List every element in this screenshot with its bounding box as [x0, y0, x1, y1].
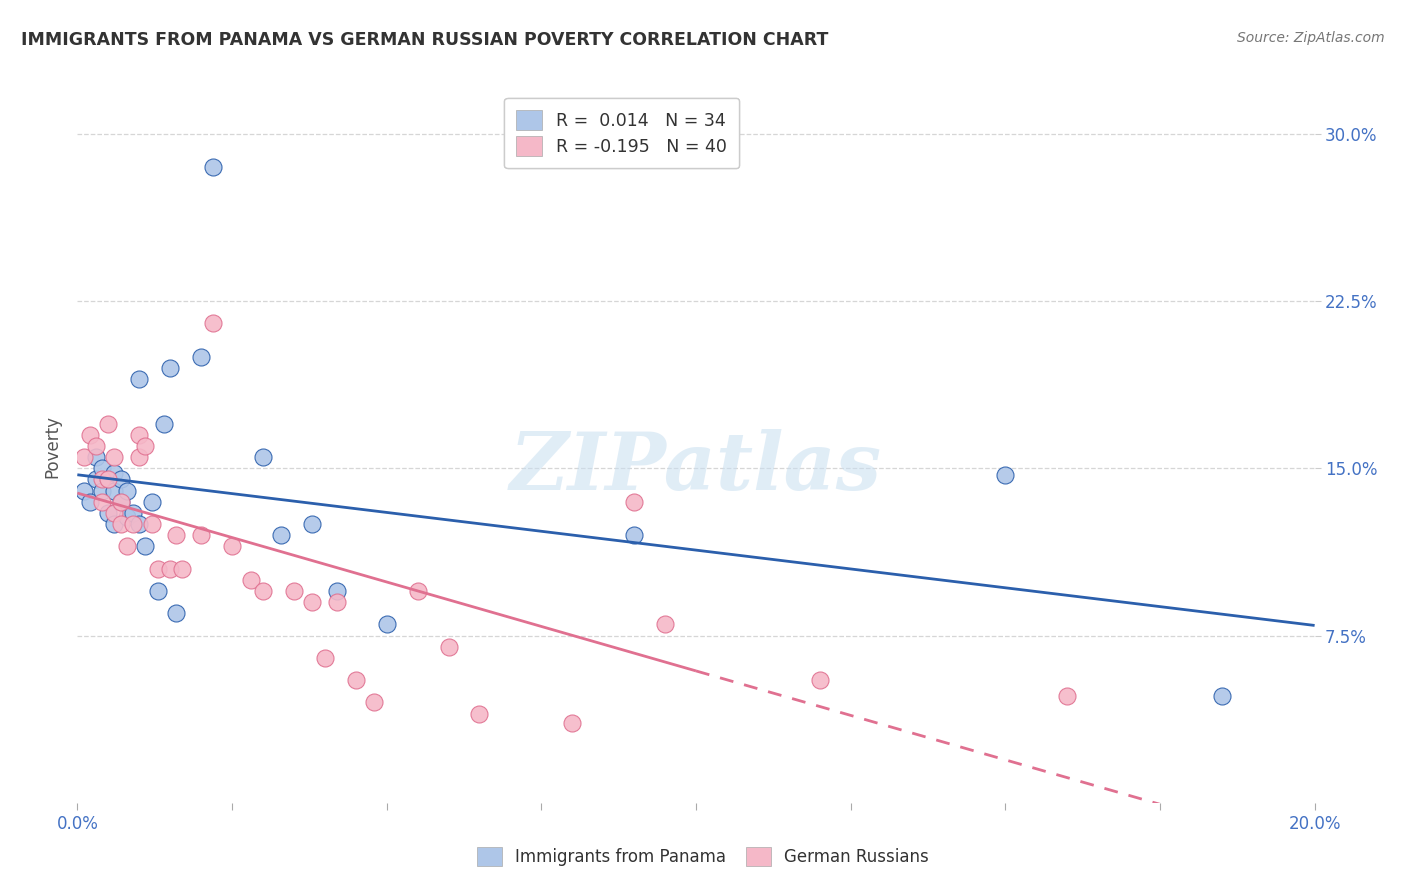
Point [654, 617, 676, 632]
Point [141, 517, 163, 532]
Point [128, 372, 150, 386]
Point [623, 528, 645, 542]
Point [103, 450, 125, 465]
Point [122, 506, 145, 520]
Point [165, 528, 187, 542]
Point [91, 461, 114, 475]
Point [134, 539, 156, 553]
Point [84, 450, 107, 465]
Point [190, 350, 212, 364]
Point [84, 439, 107, 453]
Point [103, 517, 125, 532]
Point [97, 417, 120, 431]
Point [91, 473, 114, 487]
Point [79, 494, 101, 508]
Point [252, 583, 274, 598]
Point [103, 466, 125, 480]
Point [84, 473, 107, 487]
Point [190, 528, 212, 542]
Point [363, 696, 385, 710]
Point [79, 427, 101, 442]
Point [72, 483, 94, 498]
Point [165, 607, 187, 621]
Point [301, 517, 323, 532]
Point [159, 360, 181, 375]
Point [623, 494, 645, 508]
Point [122, 517, 145, 532]
Point [97, 473, 120, 487]
Point [97, 473, 120, 487]
Y-axis label: Poverty: Poverty [44, 415, 62, 477]
Point [326, 583, 349, 598]
Point [326, 595, 349, 609]
Point [146, 562, 169, 576]
Point [202, 161, 225, 175]
Point [172, 562, 194, 576]
Point [110, 473, 132, 487]
Point [301, 595, 323, 609]
Point [406, 583, 429, 598]
Point [314, 651, 336, 665]
Point [128, 517, 150, 532]
Point [1056, 689, 1078, 703]
Point [270, 528, 292, 542]
Point [91, 494, 114, 508]
Point [115, 510, 138, 524]
Point [344, 673, 367, 687]
Point [159, 562, 181, 576]
Point [994, 467, 1017, 482]
Point [103, 506, 125, 520]
Point [141, 494, 163, 508]
Text: Source: ZipAtlas.com: Source: ZipAtlas.com [1237, 31, 1385, 45]
Point [252, 450, 274, 465]
Point [115, 483, 138, 498]
Point [437, 640, 460, 654]
Point [283, 583, 305, 598]
Legend: Immigrants from Panama, German Russians: Immigrants from Panama, German Russians [468, 838, 938, 875]
Point [221, 539, 243, 553]
Point [128, 427, 150, 442]
Point [561, 715, 583, 730]
Point [808, 673, 831, 687]
Point [110, 494, 132, 508]
Point [153, 417, 176, 431]
Point [97, 506, 120, 520]
Point [103, 483, 125, 498]
Text: ZIPatlas: ZIPatlas [510, 429, 882, 506]
Point [134, 439, 156, 453]
Point [128, 450, 150, 465]
Point [1211, 689, 1233, 703]
Point [91, 483, 114, 498]
Point [468, 706, 491, 721]
Point [115, 539, 138, 553]
Legend: R =  0.014   N = 34, R = -0.195   N = 40: R = 0.014 N = 34, R = -0.195 N = 40 [505, 98, 740, 169]
Text: IMMIGRANTS FROM PANAMA VS GERMAN RUSSIAN POVERTY CORRELATION CHART: IMMIGRANTS FROM PANAMA VS GERMAN RUSSIAN… [21, 31, 828, 49]
Point [375, 617, 398, 632]
Point [110, 494, 132, 508]
Point [202, 317, 225, 331]
Point [146, 583, 169, 598]
Point [239, 573, 262, 587]
Point [72, 450, 94, 465]
Point [110, 517, 132, 532]
